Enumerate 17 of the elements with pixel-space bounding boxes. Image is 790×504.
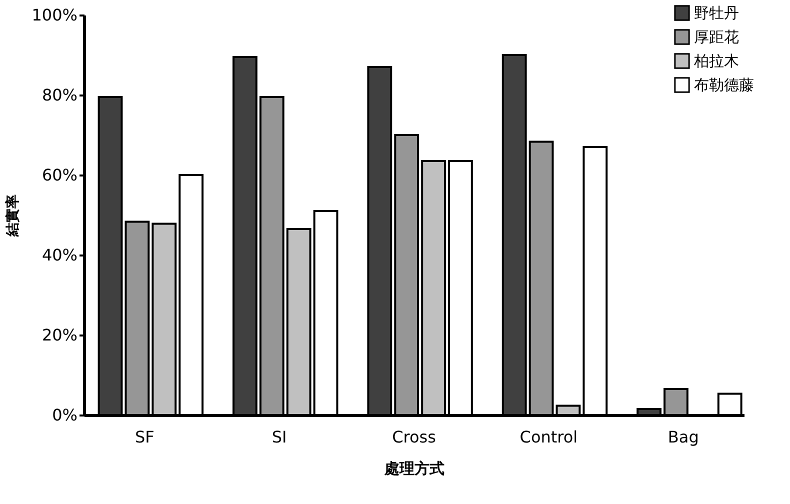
legend-label: 布勒德藤 xyxy=(694,76,754,94)
y-tick-label: 60% xyxy=(42,166,78,184)
y-tick-label: 20% xyxy=(42,326,78,344)
x-tick-label: SF xyxy=(134,428,154,446)
x-tick-label: Cross xyxy=(392,428,436,446)
y-tick-label: 40% xyxy=(42,246,78,264)
y-tick-label: 100% xyxy=(32,6,78,24)
legend-label: 厚距花 xyxy=(694,28,739,46)
x-tick-label: Bag xyxy=(668,428,699,446)
y-axis-title: 結實率 xyxy=(4,194,21,238)
x-tick-label: SI xyxy=(272,428,287,446)
legend-label: 野牡丹 xyxy=(694,4,739,22)
y-tick-label: 80% xyxy=(42,86,78,104)
legend-label: 柏拉木 xyxy=(693,52,739,70)
x-tick-label: Control xyxy=(520,428,578,446)
y-tick-label: 0% xyxy=(52,406,78,424)
x-axis-title: 處理方式 xyxy=(384,460,444,478)
